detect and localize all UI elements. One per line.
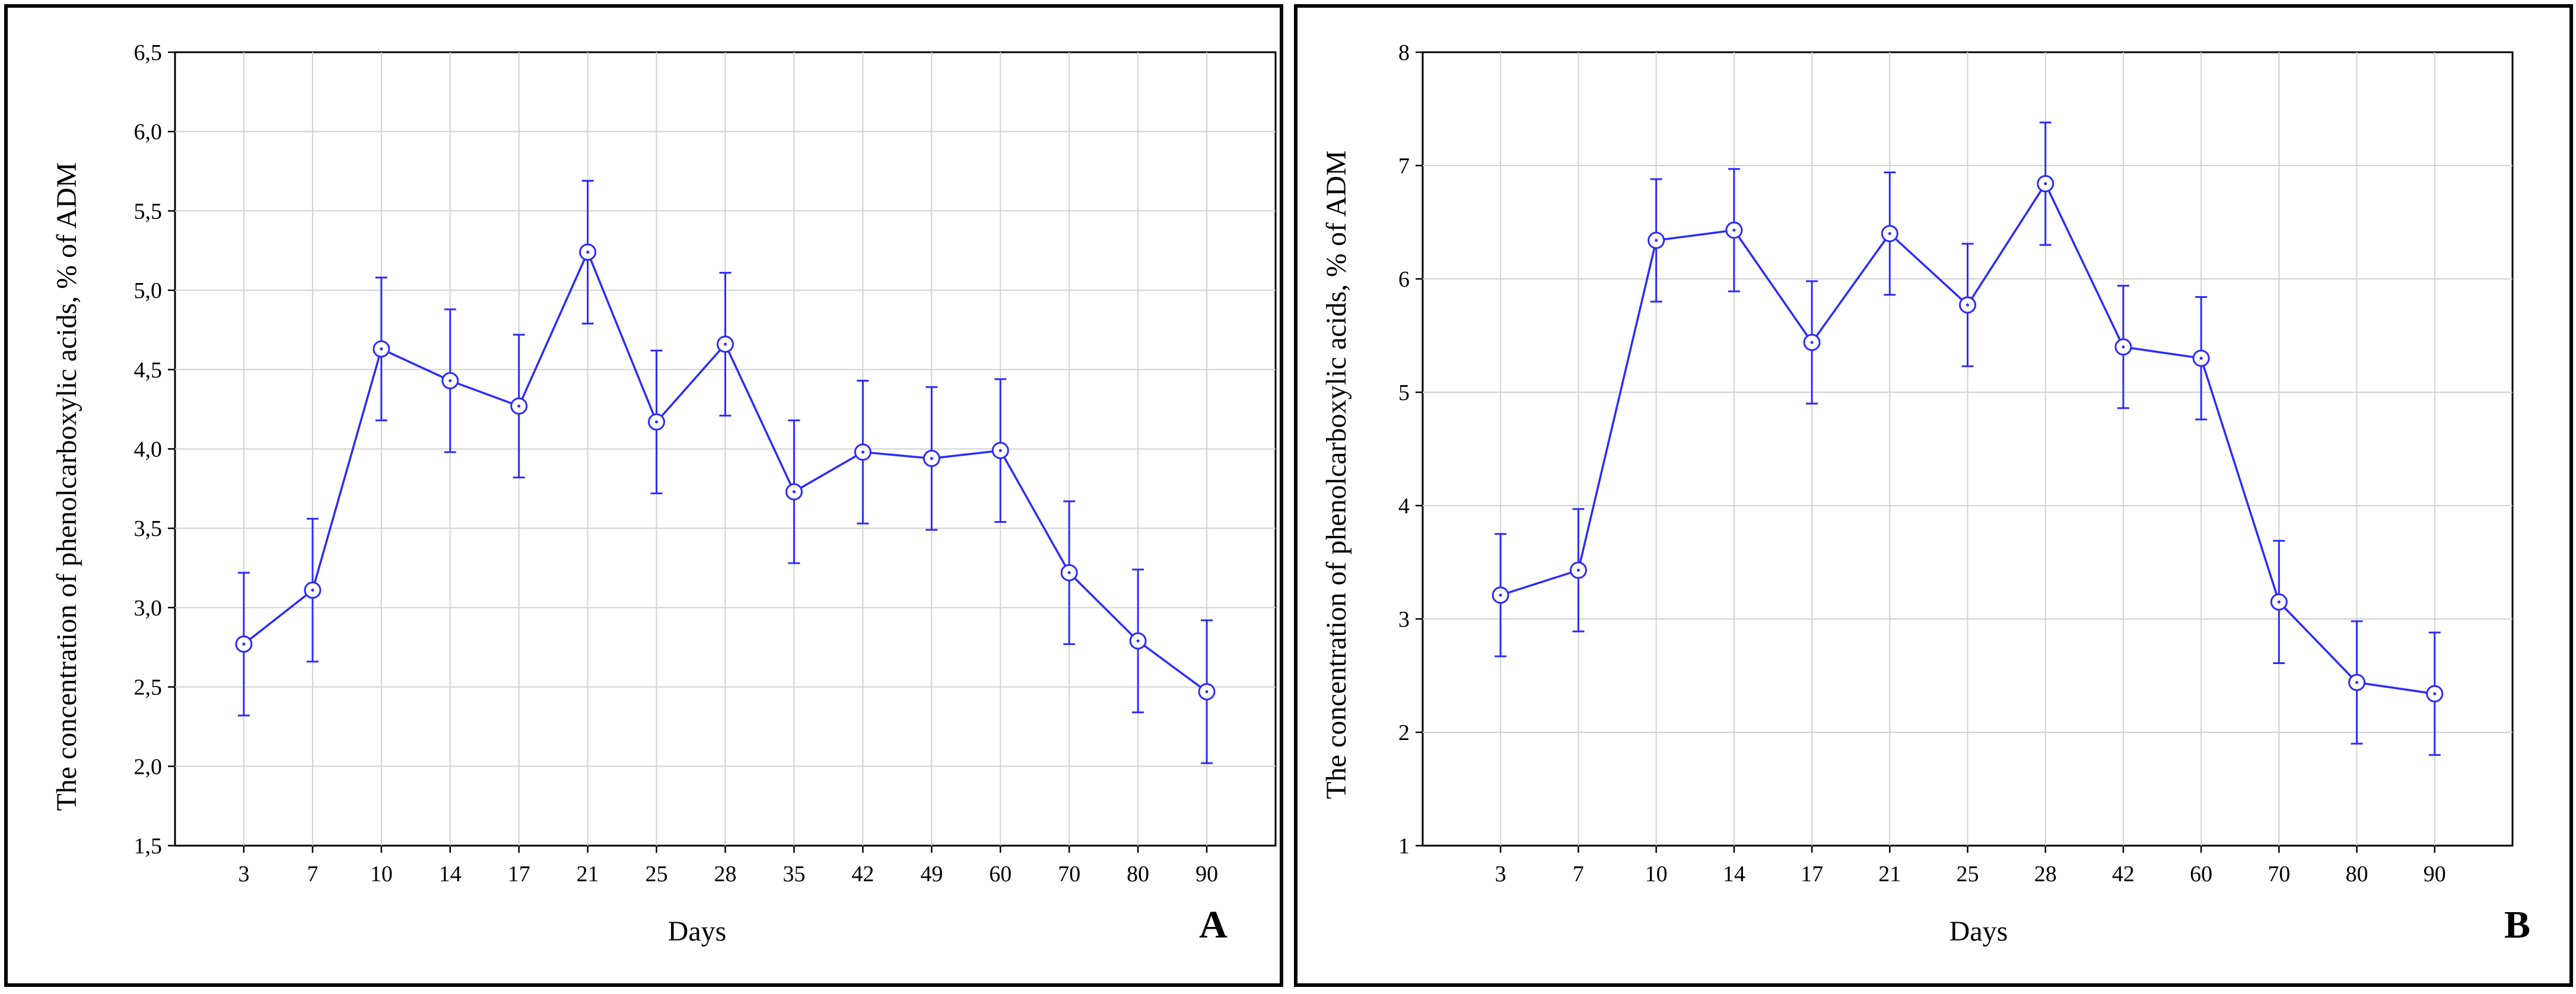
- panel-a-y-tick-label: 3,0: [134, 596, 163, 621]
- panel-b-x-axis-label: Days: [1950, 916, 2008, 947]
- panel-a-y-tick-label: 4,0: [134, 437, 163, 462]
- panel-a-data-point-dot: [861, 450, 864, 454]
- panel-a-data-point-dot: [586, 250, 590, 254]
- panel-a-data: [235, 180, 1216, 764]
- panel-a-x-tick-label: 10: [370, 862, 393, 887]
- panel-b-data-point-dot: [1810, 341, 1814, 344]
- panel-b-data-point-dot: [1732, 228, 1736, 232]
- panel-b-data-point-dot: [1655, 239, 1658, 242]
- panel-a-data-point-dot: [998, 449, 1002, 452]
- panel-a-data-point-dot: [449, 379, 452, 383]
- panel-b-x-tick-label: 28: [2034, 862, 2057, 887]
- panel-b-data-point-dot: [2277, 600, 2281, 604]
- panel-a-x-tick-label: 3: [238, 862, 249, 887]
- panel-a-x-tick-label: 17: [508, 862, 530, 887]
- panel-b-data-point-dot: [2355, 681, 2359, 684]
- panel-a-y-tick-label: 4,5: [134, 358, 163, 383]
- panel-b-x-tick-label: 90: [2424, 862, 2446, 887]
- panel-a-y-tick-label: 3,5: [134, 516, 163, 541]
- panel-a-ticks: 1,5 2,0 2,5 3,0 3,5 4,0 4,5 5,0 5,5 6,0 6,5 3 7 10 14 1…: [134, 40, 1219, 887]
- panel-a-data-point-dot: [1067, 571, 1071, 574]
- panel-a-x-tick-label: 14: [439, 862, 462, 887]
- panel-b-x-tick-label: 42: [2112, 862, 2135, 887]
- panel-b-ticks: 1 2 3 4 5 6 7 8 3 7 10 14 17 21 25 28 42 60 70 80 90: [1398, 40, 2446, 887]
- panel-b-letter: B: [2504, 903, 2530, 947]
- panel-b-x-tick-label: 7: [1573, 862, 1584, 887]
- panel-a-data-point-dot: [380, 347, 383, 351]
- panel-b: 1 2 3 4 5 6 7 8 3 7 10 14 17 21 25 28 42 60 70 80 90 Days Th…: [1321, 40, 2530, 947]
- panel-b-grid: [1421, 51, 2514, 847]
- panel-a-data-point-dot: [517, 404, 521, 408]
- panel-b-x-tick-label: 80: [2346, 862, 2368, 887]
- panel-b-data-point-dot: [1499, 593, 1502, 597]
- panel-b-y-axis-label: The concentration of phenolcarboxylic ac…: [1321, 151, 1352, 799]
- panel-a-data-point-dot: [724, 342, 727, 346]
- panel-a-x-tick-label: 49: [920, 862, 943, 887]
- panel-a-x-tick-label: 28: [714, 862, 737, 887]
- panel-b-data-point-dot: [2122, 345, 2125, 349]
- panel-a-x-tick-label: 42: [851, 862, 874, 887]
- panel-b-x-tick-label: 60: [2190, 862, 2212, 887]
- panel-b-y-tick-label: 6: [1398, 267, 1410, 292]
- panel-b-data-point-dot: [1888, 232, 1891, 236]
- panel-a-y-axis-label: The concentration of phenolcarboxylic ac…: [51, 163, 82, 811]
- panel-a-x-tick-label: 70: [1058, 862, 1080, 887]
- panel-b-y-tick-label: 7: [1398, 154, 1410, 179]
- panel-a-y-tick-label: 5,0: [134, 278, 163, 303]
- panel-a-letter: A: [1199, 903, 1227, 947]
- panel-a-data-point-dot: [655, 420, 659, 424]
- panel-b-y-tick-label: 4: [1398, 494, 1410, 519]
- panel-b-y-tick-label: 5: [1398, 380, 1410, 405]
- panel-b-x-tick-label: 14: [1723, 862, 1745, 887]
- panel-a-x-tick-label: 90: [1195, 862, 1218, 887]
- panel-b-x-tick-label: 10: [1645, 862, 1668, 887]
- panel-a-x-axis-label: Days: [668, 916, 727, 947]
- panel-b-data-point-dot: [2433, 692, 2437, 696]
- panel-a-data-point-dot: [930, 457, 933, 461]
- panel-a-y-tick-label: 5,5: [134, 199, 163, 224]
- panel-b-x-tick-label: 3: [1495, 862, 1506, 887]
- panel-a-y-tick-label: 6,5: [134, 40, 163, 65]
- panel-b-data-point-dot: [1966, 303, 1969, 307]
- panel-b-y-tick-label: 2: [1398, 720, 1410, 745]
- panel-a-x-tick-label: 21: [577, 862, 599, 887]
- panel-b-y-tick-label: 3: [1398, 607, 1410, 632]
- panel-a-data-point-dot: [792, 490, 796, 494]
- panel-a-y-tick-label: 6,0: [134, 120, 163, 145]
- panel-b-x-tick-label: 25: [1957, 862, 1979, 887]
- panel-a-x-tick-label: 80: [1127, 862, 1149, 887]
- panel-b-data-point-dot: [2044, 182, 2047, 186]
- panel-a-x-tick-label: 60: [989, 862, 1012, 887]
- panel-a-data-point-dot: [1205, 690, 1209, 694]
- panel-a: 1,5 2,0 2,5 3,0 3,5 4,0 4,5 5,0 5,5 6,0 6,5 3 7 10 14 1…: [51, 40, 1277, 947]
- panel-a-data-point-dot: [242, 642, 246, 646]
- panel-b-x-tick-label: 17: [1801, 862, 1823, 887]
- panel-a-y-tick-label: 1,5: [134, 834, 163, 859]
- panel-a-x-tick-label: 7: [307, 862, 318, 887]
- panel-b-x-tick-label: 70: [2267, 862, 2290, 887]
- panel-b-x-tick-label: 21: [1878, 862, 1901, 887]
- panel-a-y-tick-label: 2,5: [134, 675, 163, 700]
- panel-b-data: [1491, 121, 2444, 756]
- panel-a-grid: [174, 51, 1277, 847]
- panel-a-data-point-dot: [1136, 639, 1140, 643]
- panel-b-data-point-dot: [2199, 357, 2203, 360]
- panel-b-data-point-dot: [1576, 569, 1580, 572]
- panel-a-x-tick-label: 25: [645, 862, 668, 887]
- panel-a-data-point-dot: [311, 588, 314, 592]
- panel-a-x-tick-label: 35: [783, 862, 805, 887]
- panel-b-y-tick-label: 8: [1398, 40, 1410, 65]
- panel-a-y-tick-label: 2,0: [134, 754, 163, 779]
- panel-b-y-tick-label: 1: [1398, 834, 1410, 859]
